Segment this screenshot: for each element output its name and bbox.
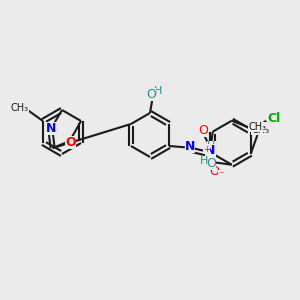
Text: H: H	[207, 141, 216, 151]
Text: N: N	[205, 144, 216, 157]
Text: CH₃: CH₃	[251, 125, 269, 135]
Text: O: O	[210, 165, 219, 178]
Text: N: N	[46, 122, 56, 135]
Text: CH₃: CH₃	[11, 103, 28, 113]
Text: O: O	[206, 157, 216, 170]
Text: Cl: Cl	[268, 112, 281, 125]
Text: +: +	[203, 145, 210, 154]
Text: CH₃: CH₃	[248, 122, 266, 132]
Text: H: H	[200, 155, 208, 166]
Text: O: O	[146, 88, 156, 101]
Text: ⁻: ⁻	[218, 170, 223, 180]
Text: O: O	[198, 124, 208, 136]
Text: O: O	[65, 136, 76, 148]
Text: H: H	[154, 86, 162, 96]
Text: N: N	[185, 140, 195, 153]
